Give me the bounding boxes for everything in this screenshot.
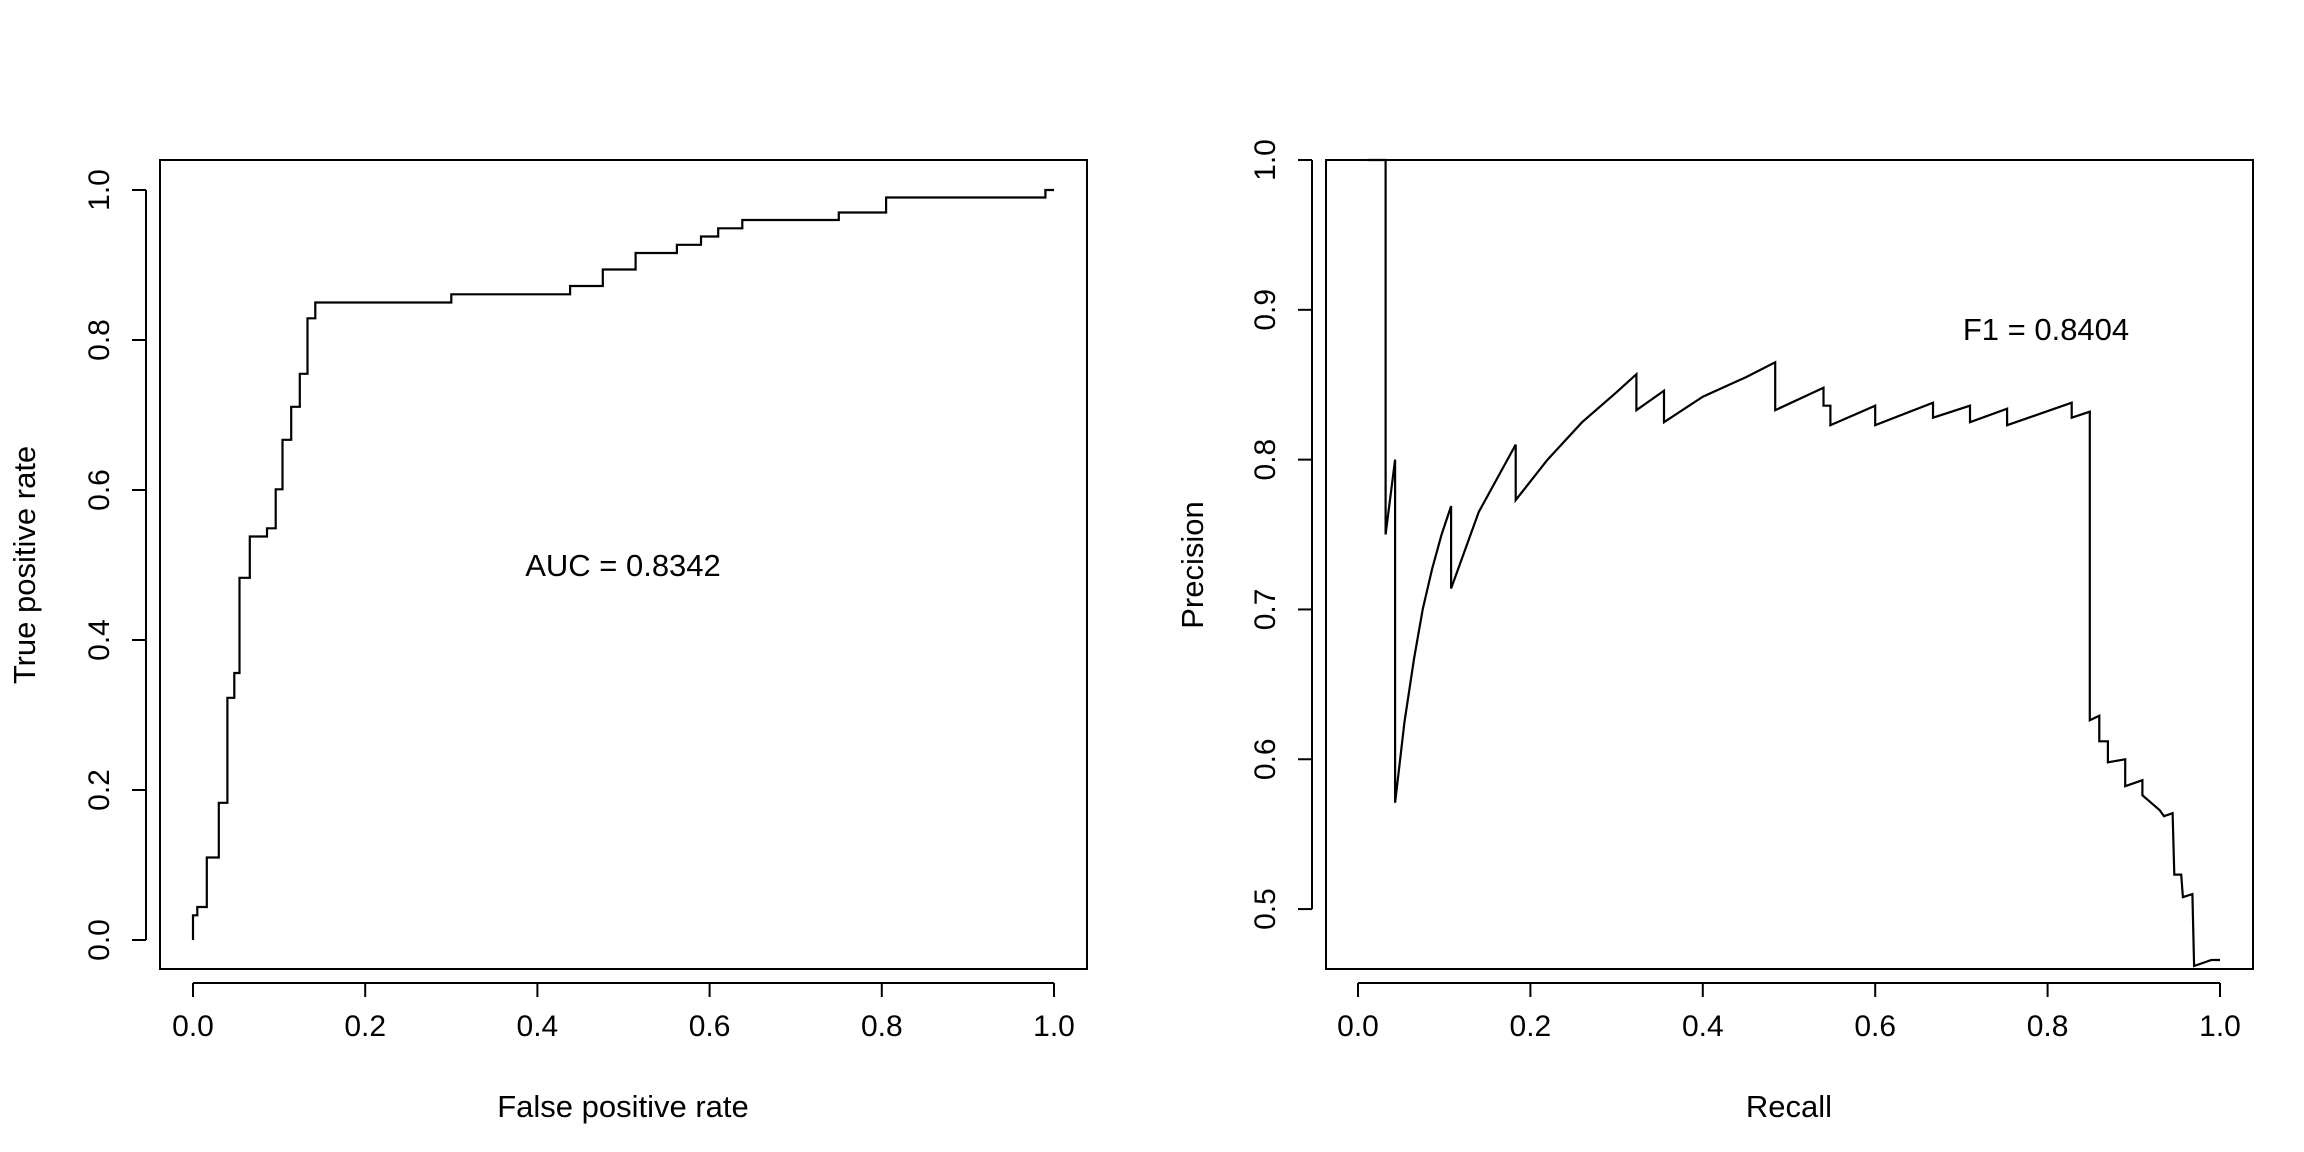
roc-x-axis: 0.0 0.2 0.4 0.6 0.8 1.0 xyxy=(172,982,1075,1043)
pr-x-tick-label: 0.8 xyxy=(2027,1010,2069,1043)
roc-curve-line xyxy=(191,188,1054,940)
pr-x-tick-label: 0.0 xyxy=(1337,1010,1379,1043)
pr-x-axis-label: Recall xyxy=(1746,1089,1832,1124)
pr-y-tick-label: 0.7 xyxy=(1249,589,1282,631)
pr-y-tick-label: 0.9 xyxy=(1249,289,1282,331)
roc-chart: 0.0 0.2 0.4 0.6 0.8 1.0 0.0 0.2 0.4 0.6 0.8 1.0 AU… xyxy=(7,159,1088,1124)
roc-y-axis-label: True positive rate xyxy=(7,446,42,684)
roc-x-tick-label: 1.0 xyxy=(1033,1010,1075,1043)
pr-plot-frame xyxy=(1325,159,2254,970)
pr-y-tick-label: 0.6 xyxy=(1249,738,1282,780)
roc-series xyxy=(191,188,1054,940)
pr-y-axis: 0.5 0.6 0.7 0.8 0.9 1.0 xyxy=(1249,139,1313,930)
roc-y-tick-label: 0.2 xyxy=(83,769,116,811)
roc-y-tick-label: 0.0 xyxy=(83,919,116,961)
pr-y-tick-label: 0.8 xyxy=(1249,439,1282,481)
roc-x-tick-label: 0.8 xyxy=(861,1010,903,1043)
roc-x-tick-label: 0.2 xyxy=(344,1010,386,1043)
pr-y-tick-label: 1.0 xyxy=(1249,139,1282,181)
roc-y-axis: 0.0 0.2 0.4 0.6 0.8 1.0 xyxy=(83,169,147,961)
pr-curve-line xyxy=(1367,158,2220,968)
pr-f1-annotation: F1 = 0.8404 xyxy=(1963,312,2129,347)
roc-x-tick-label: 0.6 xyxy=(689,1010,731,1043)
pr-x-tick-label: 0.2 xyxy=(1510,1010,1552,1043)
roc-auc-annotation: AUC = 0.8342 xyxy=(525,548,721,583)
pr-x-axis: 0.0 0.2 0.4 0.6 0.8 1.0 xyxy=(1337,982,2241,1043)
pr-series xyxy=(1367,158,2220,968)
roc-y-tick-label: 1.0 xyxy=(83,169,116,211)
pr-y-axis-label: Precision xyxy=(1175,501,1210,629)
roc-x-axis-label: False positive rate xyxy=(497,1089,749,1124)
roc-y-tick-label: 0.4 xyxy=(83,619,116,661)
pr-chart: 0.0 0.2 0.4 0.6 0.8 1.0 0.5 0.6 0.7 0.8 0.9 1.0 F1… xyxy=(1175,139,2254,1124)
pr-x-tick-label: 1.0 xyxy=(2199,1010,2241,1043)
roc-plot-frame xyxy=(159,159,1088,970)
pr-y-tick-label: 0.5 xyxy=(1249,888,1282,930)
pr-x-tick-label: 0.6 xyxy=(1854,1010,1896,1043)
roc-x-tick-label: 0.0 xyxy=(172,1010,214,1043)
roc-y-tick-label: 0.8 xyxy=(83,319,116,361)
roc-x-tick-label: 0.4 xyxy=(517,1010,559,1043)
pr-x-tick-label: 0.4 xyxy=(1682,1010,1724,1043)
roc-y-tick-label: 0.6 xyxy=(83,469,116,511)
